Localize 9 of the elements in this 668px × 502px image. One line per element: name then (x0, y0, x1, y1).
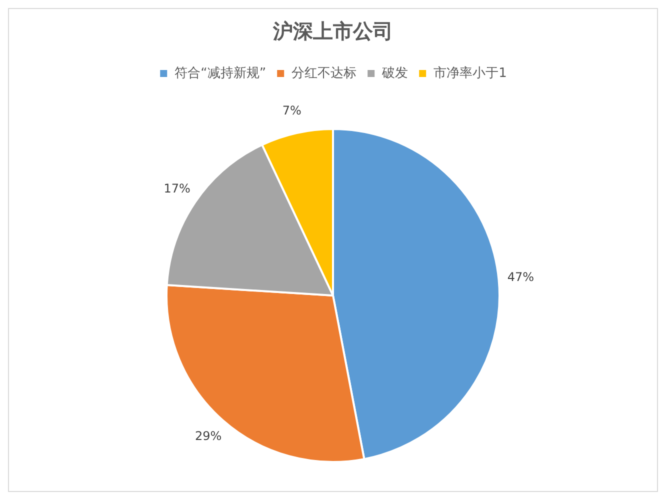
data-label: 47% (507, 270, 534, 284)
legend-label: 符合“减持新规” (174, 66, 266, 81)
legend-label: 破发 (381, 66, 408, 81)
data-label: 7% (282, 104, 302, 118)
chart-title: 沪深上市公司 (272, 19, 393, 44)
data-label: 29% (195, 429, 222, 444)
legend-label: 分红不达标 (292, 66, 357, 81)
legend-label: 市净率小于1 (434, 64, 507, 81)
data-label: 17% (164, 182, 190, 196)
